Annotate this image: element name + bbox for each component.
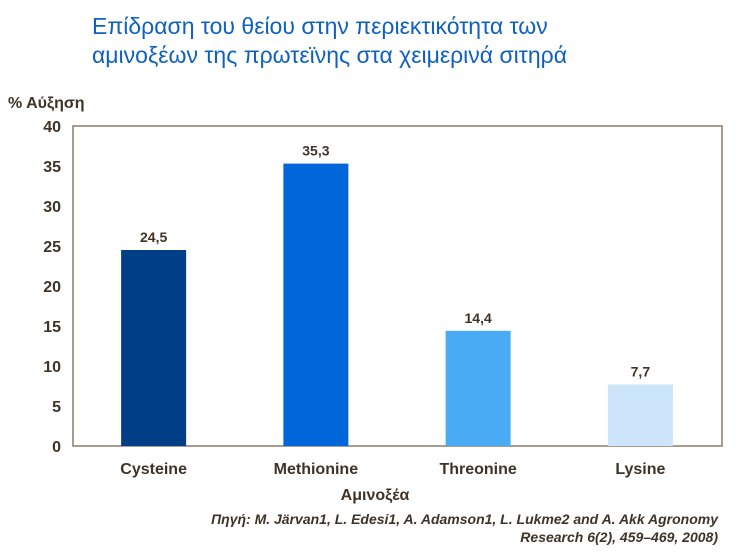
y-tick-label: 30 bbox=[43, 199, 61, 216]
data-label: 14,4 bbox=[465, 310, 492, 326]
x-tick-label: Threonine bbox=[439, 461, 516, 478]
chart-title: Επίδραση του θείου στην περιεκτικότητα τ… bbox=[92, 12, 732, 70]
data-label: 7,7 bbox=[631, 363, 651, 379]
y-axis-label: % Αύξηση bbox=[8, 95, 85, 112]
bar-cysteine bbox=[121, 250, 187, 446]
y-tick-label: 5 bbox=[52, 399, 61, 416]
title-line-1: Επίδραση του θείου στην περιεκτικότητα τ… bbox=[92, 13, 548, 39]
x-tick-label: Cysteine bbox=[120, 461, 187, 478]
y-tick-label: 20 bbox=[43, 279, 61, 296]
source-citation: Πηγή: M. Järvan1, L. Edesi1, A. Adamson1… bbox=[118, 510, 718, 546]
bar-methionine bbox=[283, 163, 349, 446]
y-tick-label: 15 bbox=[43, 319, 61, 336]
x-tick-label: Lysine bbox=[615, 461, 665, 478]
y-tick-label: 10 bbox=[43, 359, 61, 376]
y-tick-label: 0 bbox=[52, 439, 61, 456]
data-label: 35,3 bbox=[302, 143, 329, 159]
y-tick-label: 40 bbox=[43, 119, 61, 136]
x-tick-label: Methionine bbox=[274, 461, 359, 478]
data-label: 24,5 bbox=[140, 229, 167, 245]
bar-lysine bbox=[607, 384, 673, 446]
source-line-1: Πηγή: M. Järvan1, L. Edesi1, A. Adamson1… bbox=[211, 511, 718, 527]
bar-threonine bbox=[445, 330, 511, 446]
x-axis-label: Αμινοξέα bbox=[340, 487, 410, 504]
y-tick-label: 35 bbox=[43, 159, 61, 176]
source-line-2: Research 6(2), 459–469, 2008) bbox=[520, 529, 718, 545]
plot-area-border bbox=[72, 125, 723, 447]
title-line-2: αμινοξέων της πρωτεϊνης στα χειμερινά σι… bbox=[92, 42, 568, 68]
y-tick-label: 25 bbox=[43, 239, 61, 256]
